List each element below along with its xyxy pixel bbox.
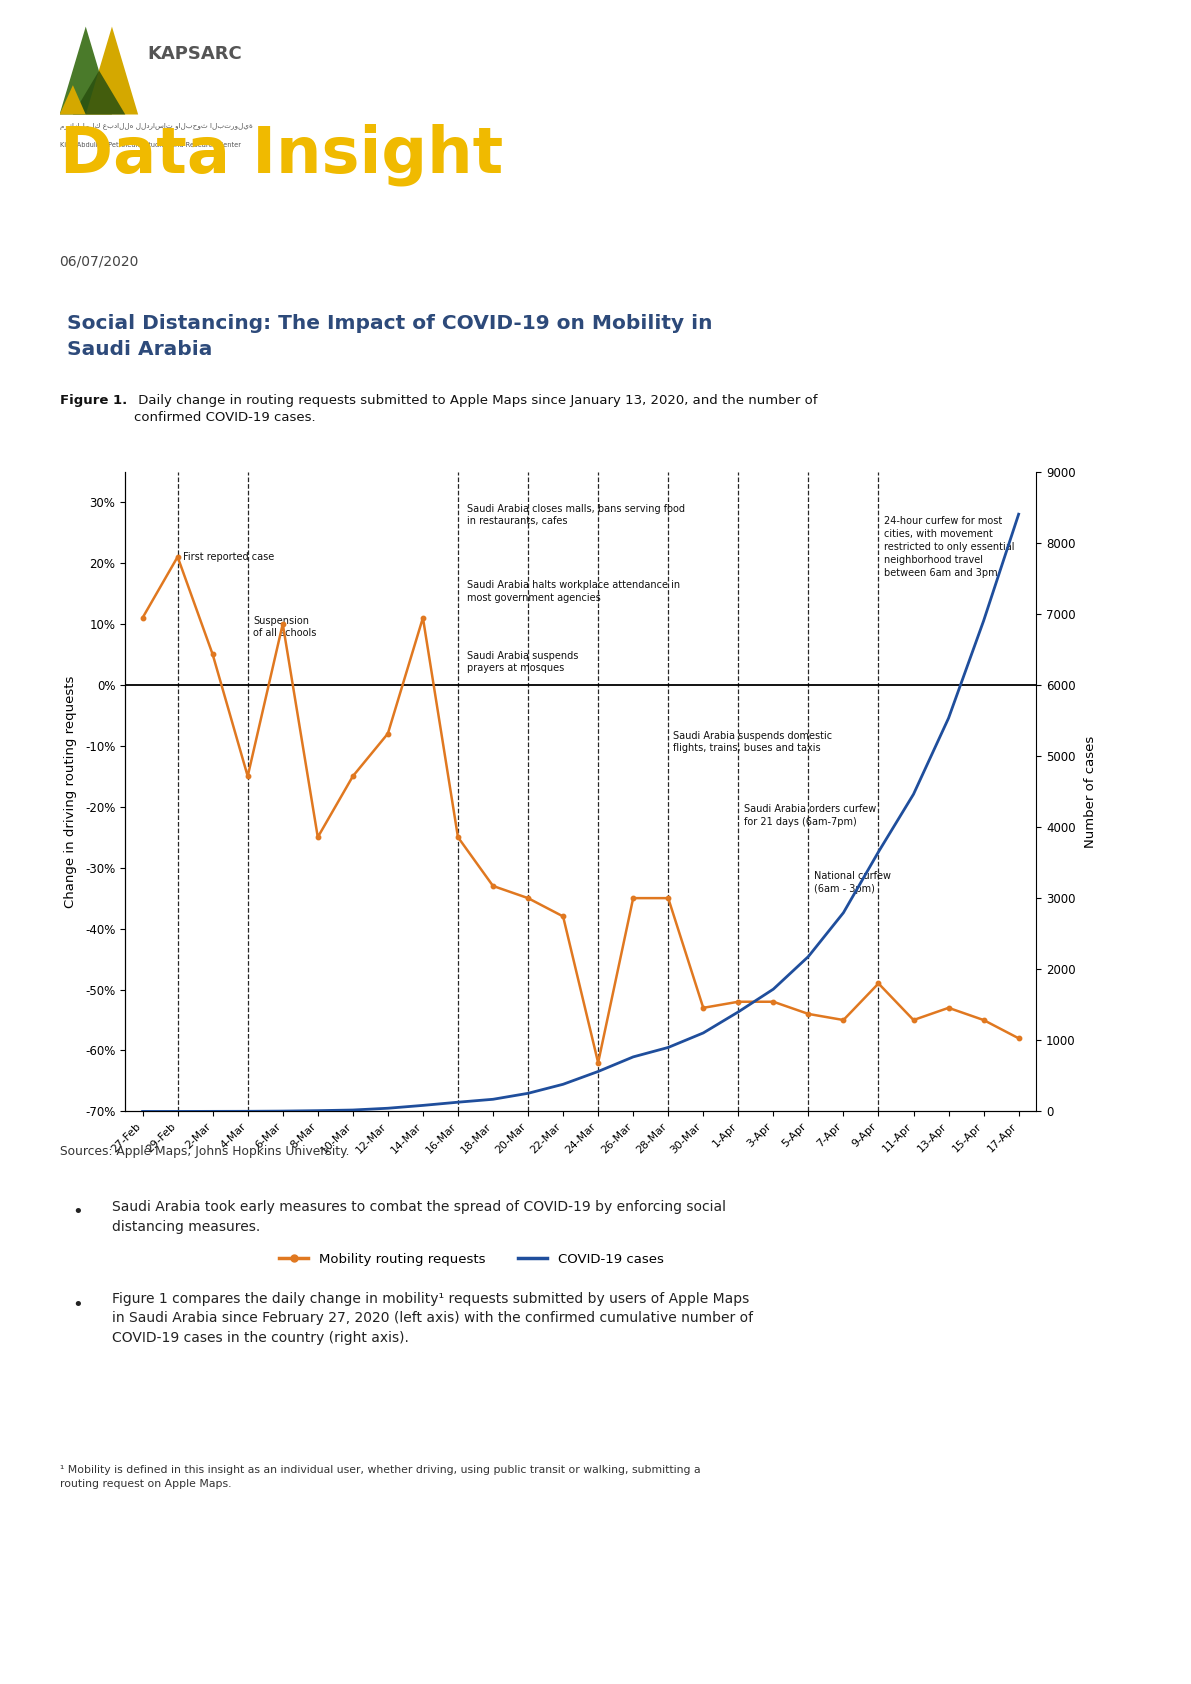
Text: 06/07/2020: 06/07/2020 xyxy=(60,254,139,268)
Polygon shape xyxy=(73,71,125,115)
Y-axis label: Number of cases: Number of cases xyxy=(1084,736,1097,847)
Y-axis label: Change in driving routing requests: Change in driving routing requests xyxy=(63,675,76,908)
Polygon shape xyxy=(86,27,138,115)
Text: KAPSARC: KAPSARC xyxy=(148,45,243,64)
Text: Figure 1.: Figure 1. xyxy=(60,394,126,408)
Text: Saudi Arabia suspends
prayers at mosques: Saudi Arabia suspends prayers at mosques xyxy=(467,650,578,674)
Text: Suspension
of all schools: Suspension of all schools xyxy=(252,615,317,638)
Text: Data Insight: Data Insight xyxy=(60,123,503,185)
Polygon shape xyxy=(60,86,86,115)
Text: Saudi Arabia closes malls, bans serving food
in restaurants, cafes: Saudi Arabia closes malls, bans serving … xyxy=(467,504,685,527)
Text: First reported case: First reported case xyxy=(183,552,274,561)
Polygon shape xyxy=(60,27,112,115)
Text: مركزالملك عبدالله للدراسات والبحوث البترولية: مركزالملك عبدالله للدراسات والبحوث البتر… xyxy=(60,123,252,130)
Legend: Mobility routing requests, COVID-19 cases: Mobility routing requests, COVID-19 case… xyxy=(274,1248,669,1271)
Text: •: • xyxy=(73,1297,83,1315)
Text: Saudi Arabia halts workplace attendance in
most government agencies: Saudi Arabia halts workplace attendance … xyxy=(467,581,680,603)
Text: 24-hour curfew for most
cities, with movement
restricted to only essential
neigh: 24-hour curfew for most cities, with mov… xyxy=(884,517,1015,578)
Text: Social Distancing: The Impact of COVID-19 on Mobility in
Saudi Arabia: Social Distancing: The Impact of COVID-1… xyxy=(68,313,713,359)
Text: Saudi Arabia suspends domestic
flights, trains, buses and taxis: Saudi Arabia suspends domestic flights, … xyxy=(673,731,833,753)
Text: King Abdullah Petroleum Studies and Research Center: King Abdullah Petroleum Studies and Rese… xyxy=(60,141,241,148)
Text: ¹ Mobility is defined in this insight as an individual user, whether driving, us: ¹ Mobility is defined in this insight as… xyxy=(60,1465,700,1489)
Text: Sources: Apple Maps; Johns Hopkins University.: Sources: Apple Maps; Johns Hopkins Unive… xyxy=(60,1145,349,1159)
Text: •: • xyxy=(73,1202,83,1221)
Text: Saudi Arabia orders curfew
for 21 days (6am-7pm): Saudi Arabia orders curfew for 21 days (… xyxy=(743,805,875,827)
Text: Figure 1 compares the daily change in mobility¹ requests submitted by users of A: Figure 1 compares the daily change in mo… xyxy=(112,1292,753,1344)
Text: Saudi Arabia took early measures to combat the spread of COVID-19 by enforcing s: Saudi Arabia took early measures to comb… xyxy=(112,1201,727,1234)
Text: Daily change in routing requests submitted to Apple Maps since January 13, 2020,: Daily change in routing requests submitt… xyxy=(135,394,817,424)
Text: National curfew
(6am - 3pm): National curfew (6am - 3pm) xyxy=(813,871,891,894)
